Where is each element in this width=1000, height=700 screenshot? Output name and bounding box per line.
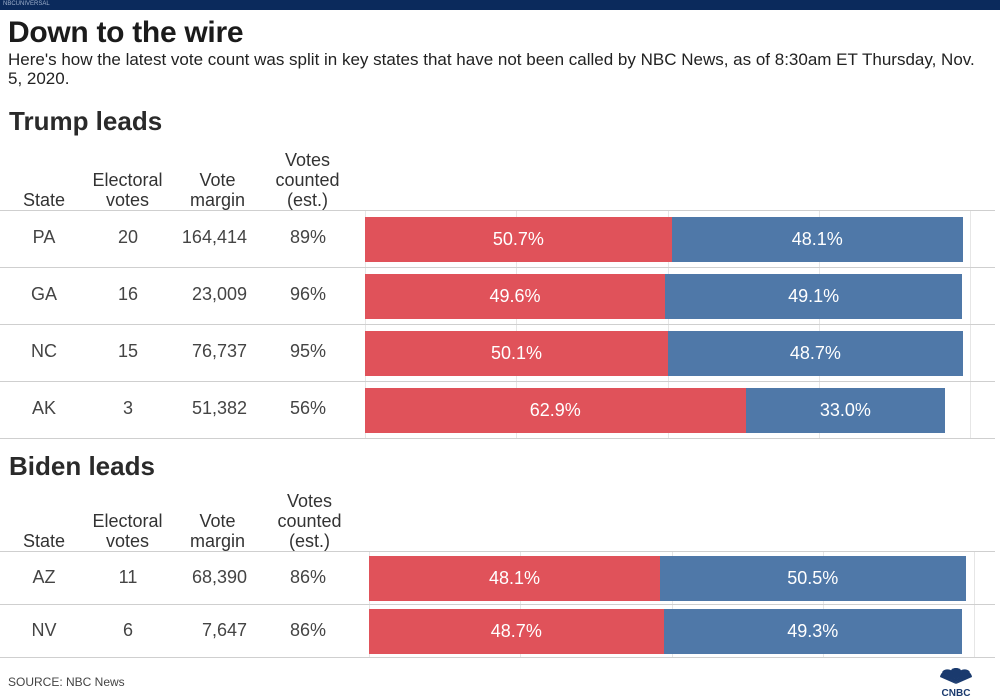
- row-divider: [0, 267, 995, 268]
- state-cell-az: AZ: [32, 567, 56, 587]
- col-header-margin-2: Vote margin: [189, 511, 246, 551]
- row-divider: [0, 438, 995, 439]
- electoral-votes-cell: 15: [117, 341, 139, 361]
- trump-bar-ga: [365, 274, 666, 319]
- peacock-icon: [940, 668, 972, 684]
- state-cell-ak: AK: [31, 398, 56, 418]
- electoral-votes-cell: 11: [118, 567, 138, 587]
- col-header-margin: Vote margin: [189, 170, 246, 210]
- chart-title: Down to the wire: [8, 16, 244, 49]
- biden-bar-nc: [668, 331, 963, 376]
- biden-share-label: 50.5%: [787, 568, 839, 588]
- vote-margin-cell: 51,382: [191, 398, 247, 418]
- source-note: SOURCE: NBC News: [8, 675, 125, 689]
- row-divider: [0, 657, 995, 658]
- row-divider: [0, 324, 995, 325]
- vote-margin-cell: 164,414: [181, 227, 247, 247]
- section-title-biden: Biden leads: [9, 451, 155, 481]
- banner-label: NBCUNIVERSAL: [3, 1, 50, 7]
- votes-counted-cell: 86%: [289, 567, 327, 587]
- col-header-electoral-2: Electoral votes: [92, 511, 163, 551]
- trump-share-label: 50.7%: [492, 229, 544, 249]
- vote-margin-cell: 68,390: [191, 567, 247, 587]
- votes-counted-cell: 56%: [289, 398, 327, 418]
- votes-counted-cell: 86%: [289, 620, 327, 640]
- state-cell-nv: NV: [31, 620, 57, 640]
- trump-share-label: 62.9%: [529, 400, 581, 420]
- col-header-state: State: [22, 190, 66, 210]
- biden-share-label: 49.3%: [787, 621, 839, 641]
- section-title-trump: Trump leads: [9, 106, 163, 136]
- top-banner: NBCUNIVERSAL: [0, 0, 1000, 10]
- logo-text: CNBC: [942, 688, 971, 698]
- electoral-votes-cell: 6: [122, 620, 133, 640]
- col-header-state-2: State: [22, 531, 66, 551]
- electoral-votes-cell: 16: [117, 284, 139, 304]
- biden-share-label: 48.1%: [791, 229, 843, 249]
- vote-margin-cell: 7,647: [201, 620, 247, 640]
- vote-margin-cell: 76,737: [191, 341, 247, 361]
- vote-margin-cell: 23,009: [191, 284, 247, 304]
- trump-share-label: 49.6%: [489, 286, 541, 306]
- trump-bar-nv: [369, 609, 664, 654]
- biden-bar-nv: [663, 609, 962, 654]
- electoral-votes-cell: 3: [122, 398, 133, 418]
- trump-bar-ak: [365, 388, 746, 433]
- biden-bar-pa: [671, 217, 963, 262]
- chart-subtitle: Here's how the latest vote count was spl…: [8, 50, 975, 88]
- col-header-counted-2: Votes counted (est.): [277, 491, 342, 551]
- biden-bar-az: [660, 556, 966, 601]
- biden-share-label: 49.1%: [788, 286, 840, 306]
- row-divider: [0, 381, 995, 382]
- trump-share-label: 48.7%: [490, 621, 542, 641]
- biden-share-label: 33.0%: [819, 400, 871, 420]
- col-header-electoral: Electoral votes: [92, 170, 163, 210]
- row-divider: [0, 551, 995, 552]
- row-divider: [0, 604, 995, 605]
- state-cell-pa: PA: [32, 227, 56, 247]
- trump-share-label: 50.1%: [491, 343, 543, 363]
- votes-counted-cell: 96%: [289, 284, 327, 304]
- biden-share-label: 48.7%: [789, 343, 841, 363]
- state-cell-ga: GA: [30, 284, 57, 304]
- biden-bar-ga: [665, 274, 963, 319]
- state-cell-nc: NC: [31, 341, 57, 361]
- electoral-votes-cell: 20: [117, 227, 139, 247]
- row-divider: [0, 210, 995, 211]
- votes-counted-cell: 95%: [289, 341, 327, 361]
- trump-bar-pa: [365, 217, 672, 262]
- votes-counted-cell: 89%: [289, 227, 327, 247]
- col-header-counted: Votes counted (est.): [275, 150, 340, 210]
- trump-share-label: 48.1%: [488, 568, 541, 588]
- trump-bar-nc: [365, 331, 669, 376]
- trump-bar-az: [369, 556, 660, 601]
- biden-bar-ak: [745, 388, 946, 433]
- cnbc-peacock-logo: CNBC: [940, 668, 972, 698]
